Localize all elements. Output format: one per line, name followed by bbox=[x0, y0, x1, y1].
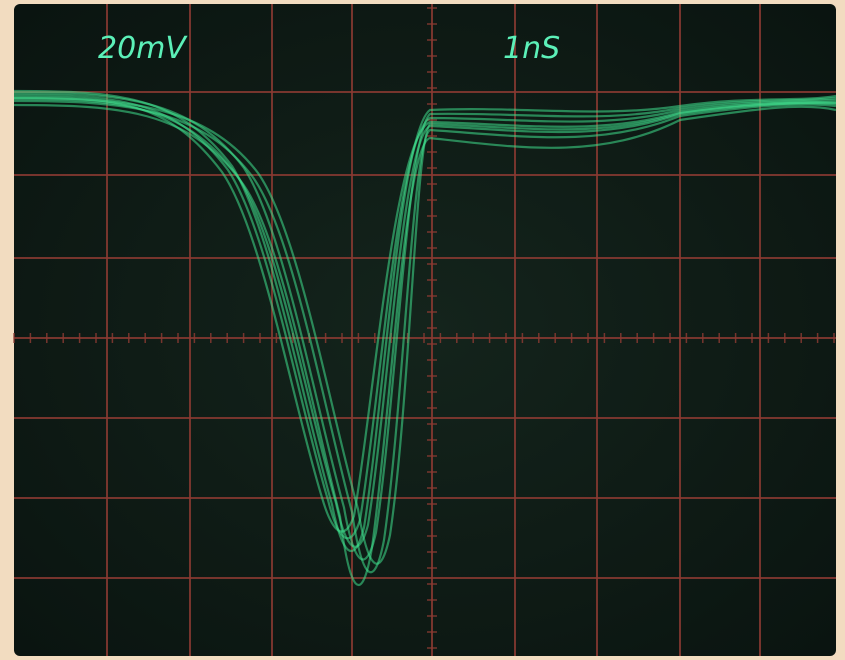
time-per-div: 1nS bbox=[503, 31, 560, 66]
page: 20mV 1nS (() => { const data = JSON.pars… bbox=[0, 0, 845, 660]
oscilloscope-photo: 20mV 1nS bbox=[0, 0, 845, 660]
volts-per-div: 20mV bbox=[98, 31, 188, 66]
